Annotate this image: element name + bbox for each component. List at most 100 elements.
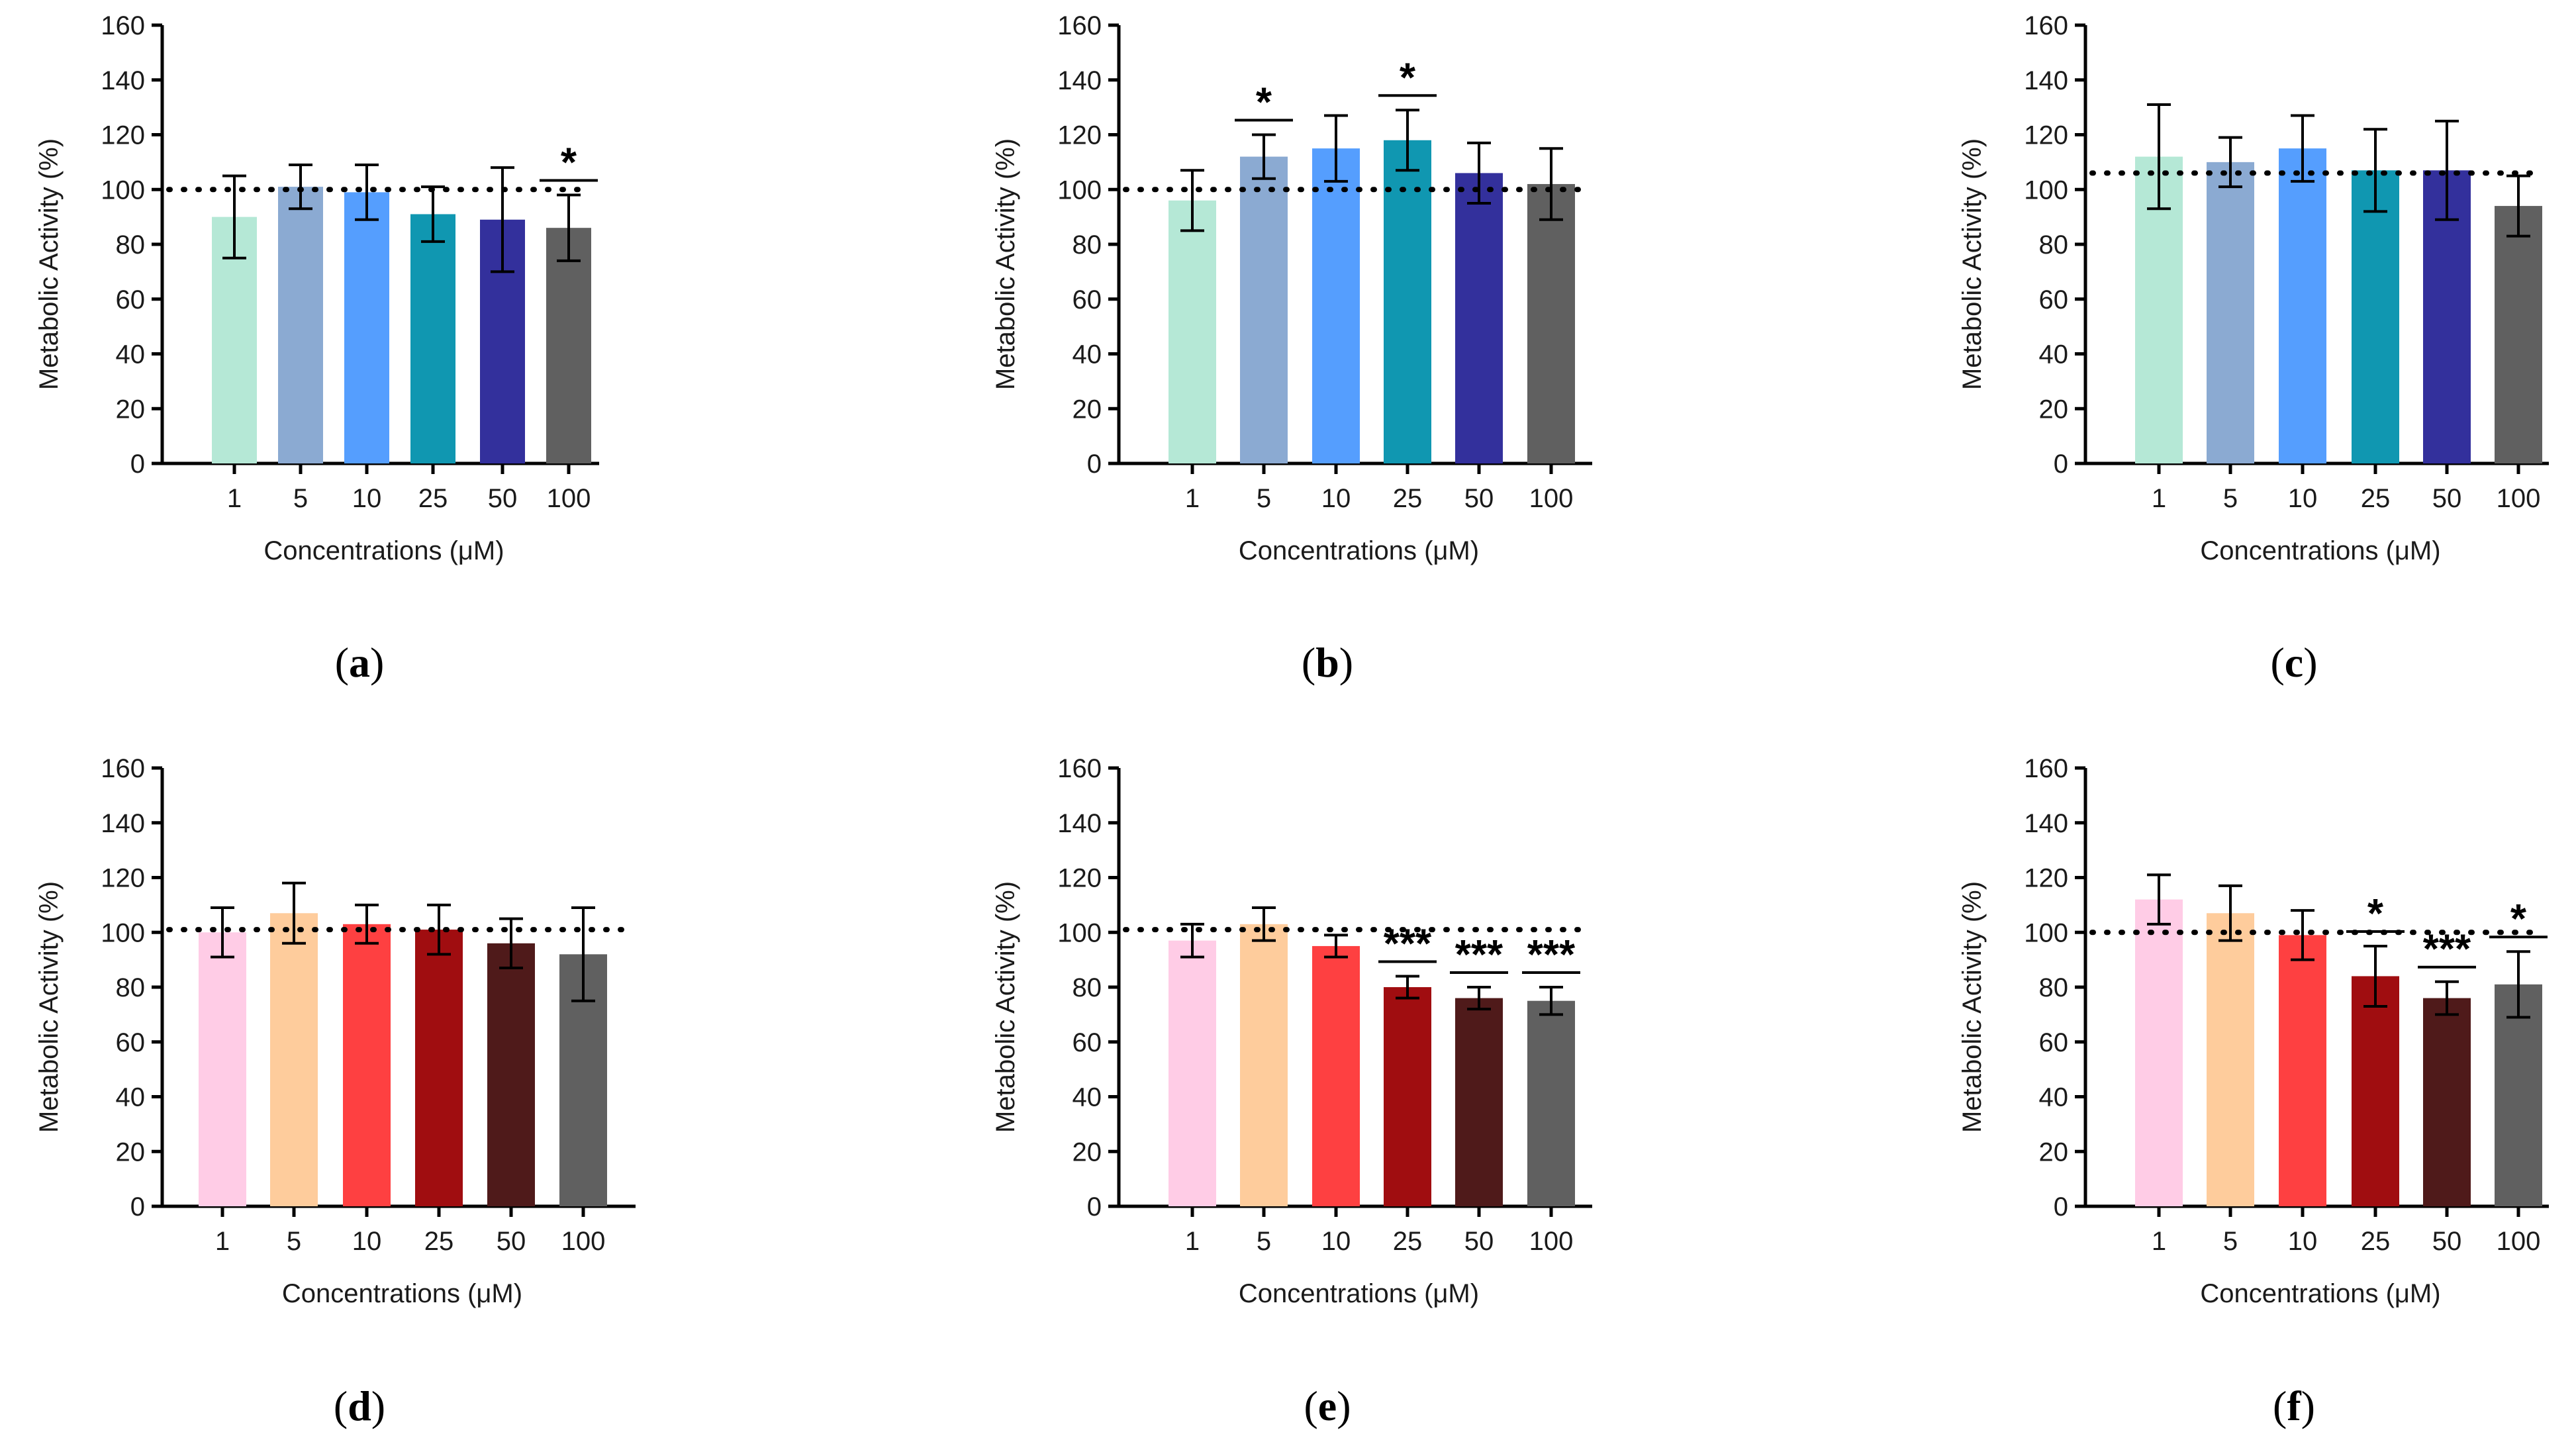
error-bar-100: [557, 193, 581, 262]
x-tick-label: 10: [2288, 1227, 2318, 1256]
y-tick-label: 60: [2039, 285, 2069, 314]
x-tick-label: 25: [2361, 1227, 2391, 1256]
y-tick-label: 160: [2024, 754, 2068, 783]
y-tick-label: 140: [101, 66, 145, 95]
error-bar-100: [2506, 950, 2530, 1019]
y-tick-label: 100: [2024, 175, 2068, 205]
panel-e: 0 20 40 60 80 100 120 140 160 Metabolic Activity …: [991, 754, 1592, 1429]
bar-1: [199, 932, 246, 1206]
significance-5: *: [1235, 80, 1293, 126]
svg-text:***: ***: [1455, 932, 1503, 978]
y-tick-label: 20: [116, 1137, 146, 1167]
significance-50: ***: [1450, 932, 1508, 978]
error-bar-25: [1396, 975, 1419, 1000]
x-tick-label: 10: [2288, 484, 2318, 513]
panel-c: 0 20 40 60 80 100 120 140 160 Metabolic Activity …: [1958, 11, 2549, 686]
bar-25: [1384, 140, 1431, 463]
error-bar-5: [282, 881, 306, 945]
y-tick-label: 160: [101, 11, 145, 40]
y-tick-label: 0: [2054, 450, 2068, 479]
x-tick-label: 25: [1393, 1227, 1423, 1256]
y-tick-label: 60: [1073, 1028, 1102, 1057]
error-bar-25: [427, 903, 451, 956]
y-axis-title: Metabolic Activity (%): [991, 138, 1020, 390]
bar-1: [2135, 899, 2183, 1206]
error-bar-100: [1539, 147, 1563, 221]
x-tick-label: 1: [2152, 1227, 2166, 1256]
x-tick-label: 5: [293, 484, 308, 513]
bar-10: [343, 924, 391, 1206]
error-bar-1: [2147, 873, 2171, 926]
significance-100: *: [540, 140, 598, 186]
y-tick-label: 120: [2024, 864, 2068, 893]
y-tick-label: 80: [116, 973, 146, 1002]
y-tick-label: 120: [1057, 864, 1102, 893]
error-bar-10: [2291, 114, 2314, 183]
bar-50: [2423, 998, 2471, 1206]
error-bar-50: [2435, 980, 2459, 1016]
bar-10: [2279, 148, 2326, 463]
y-tick-label: 100: [101, 175, 145, 205]
bar-100: [2495, 206, 2542, 463]
y-tick-label: 20: [2039, 1137, 2069, 1167]
y-tick-label: 0: [1087, 1192, 1102, 1222]
error-bar-10: [2291, 909, 2314, 961]
bar-1: [1169, 200, 1216, 463]
x-axis-title: Concentrations (μM): [282, 1279, 522, 1308]
x-tick-label: 50: [1464, 484, 1494, 513]
y-tick-label: 20: [116, 395, 146, 424]
svg-text:***: ***: [1384, 921, 1432, 967]
error-bar-5: [2218, 884, 2242, 942]
y-axis-title: Metabolic Activity (%): [34, 881, 64, 1133]
error-bar-5: [1252, 906, 1276, 942]
panel-d: 0 20 40 60 80 100 120 140 160 Metabolic Activity …: [34, 754, 636, 1429]
y-tick-label: 60: [1073, 285, 1102, 314]
x-axis-title: Concentrations (μM): [263, 536, 504, 565]
x-tick-label: 100: [547, 484, 591, 513]
x-tick-label: 10: [352, 1227, 382, 1256]
error-bar-25: [1396, 109, 1419, 172]
y-tick-label: 120: [101, 121, 145, 150]
x-tick-label: 5: [1257, 484, 1271, 513]
x-tick-label: 5: [287, 1227, 301, 1256]
error-bar-5: [289, 164, 312, 211]
x-tick-label: 1: [2152, 484, 2166, 513]
error-bar-1: [1180, 169, 1204, 232]
panel-label: (d): [334, 1382, 385, 1429]
x-tick-label: 25: [424, 1227, 454, 1256]
y-tick-label: 80: [1073, 973, 1102, 1002]
y-tick-label: 60: [116, 1028, 146, 1057]
y-tick-label: 120: [101, 864, 145, 893]
x-tick-label: 100: [1529, 1227, 1574, 1256]
x-tick-label: 50: [2432, 484, 2462, 513]
y-tick-label: 140: [2024, 66, 2068, 95]
y-tick-label: 40: [1073, 1083, 1102, 1112]
svg-text:*: *: [2367, 891, 2384, 937]
bar-10: [2279, 935, 2326, 1206]
svg-text:*: *: [1256, 80, 1272, 126]
panel-b: 0 20 40 60 80 100 120 140 160 Metabolic Activity …: [991, 11, 1592, 686]
bar-10: [1312, 148, 1360, 463]
y-tick-label: 100: [2024, 918, 2068, 947]
y-tick-label: 140: [2024, 809, 2068, 838]
error-bar-10: [1324, 934, 1348, 959]
y-tick-label: 140: [1057, 809, 1102, 838]
svg-text:*: *: [2510, 896, 2527, 942]
bar-5: [270, 913, 318, 1206]
svg-text:*: *: [1400, 55, 1416, 101]
error-bar-10: [1324, 114, 1348, 183]
significance-100: *: [2489, 896, 2548, 942]
bar-100: [2495, 984, 2542, 1206]
error-bar-1: [222, 174, 246, 260]
y-tick-label: 40: [2039, 1083, 2069, 1112]
bar-25: [2352, 976, 2399, 1206]
x-tick-label: 25: [418, 484, 448, 513]
error-bar-1: [2147, 103, 2171, 211]
panel-label: (a): [335, 639, 385, 686]
y-tick-label: 40: [2039, 340, 2069, 369]
error-bar-1: [1180, 922, 1204, 959]
x-axis-title: Concentrations (μM): [1239, 536, 1479, 565]
panel-label: (f): [2273, 1382, 2315, 1429]
bar-100: [546, 228, 591, 463]
y-tick-label: 80: [2039, 230, 2069, 260]
